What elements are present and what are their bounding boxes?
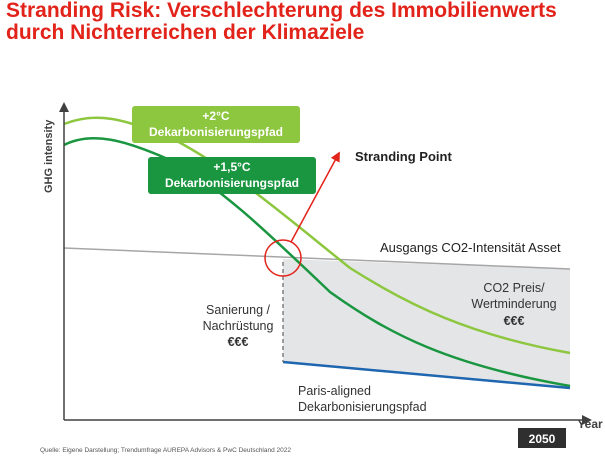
stranding-arrow xyxy=(290,151,340,243)
retrofit-label-line-1: Sanierung / xyxy=(206,303,270,317)
co2-cost-area xyxy=(283,259,570,388)
x-axis-label: Year xyxy=(577,417,603,431)
plus15-curve xyxy=(63,137,571,388)
source-note: Quelle: Eigene Darstellung; Trendumfrage… xyxy=(40,447,291,454)
y-axis-label: GHG intensity xyxy=(43,119,55,193)
plus2-curve xyxy=(63,116,571,355)
baseline-label: Ausgangs CO2-Intensität Asset xyxy=(380,240,561,255)
stranding-point-circle xyxy=(264,239,302,277)
year-2050-label: 2050 xyxy=(529,432,556,446)
co2-label-line-1: CO2 Preis/ xyxy=(483,281,545,295)
retrofit-label-line-2: Nachrüstung xyxy=(203,319,274,333)
paris-path-line xyxy=(282,360,571,390)
paris-label-line-2: Dekarbonisierungspfad xyxy=(298,400,427,414)
plus15-label-line-1: +1,5°C xyxy=(213,160,250,174)
plus2-label-box xyxy=(132,106,300,143)
baseline-line xyxy=(63,247,571,270)
title-line-1: Stranding Risk: Verschlechterung des Imm… xyxy=(6,0,557,22)
year-2050-box xyxy=(518,428,566,448)
page-title: Stranding Risk: Verschlechterung des Imm… xyxy=(6,0,557,44)
retrofit-cost-label: €€€ xyxy=(228,335,249,349)
plus15-label-box xyxy=(148,157,316,194)
plus2-label-line-1: +2°C xyxy=(202,109,229,123)
plus15-label-line-2: Dekarbonisierungspfad xyxy=(165,176,299,190)
plus2-label-line-2: Dekarbonisierungspfad xyxy=(149,125,283,139)
title-line-2: durch Nichterreichen der Klimaziele xyxy=(6,21,365,44)
co2-label-line-2: Wertminderung xyxy=(471,297,556,311)
stranding-point-label: Stranding Point xyxy=(355,149,452,164)
co2-cost-label: €€€ xyxy=(504,314,525,328)
paris-label-line-1: Paris-aligned xyxy=(298,384,371,398)
